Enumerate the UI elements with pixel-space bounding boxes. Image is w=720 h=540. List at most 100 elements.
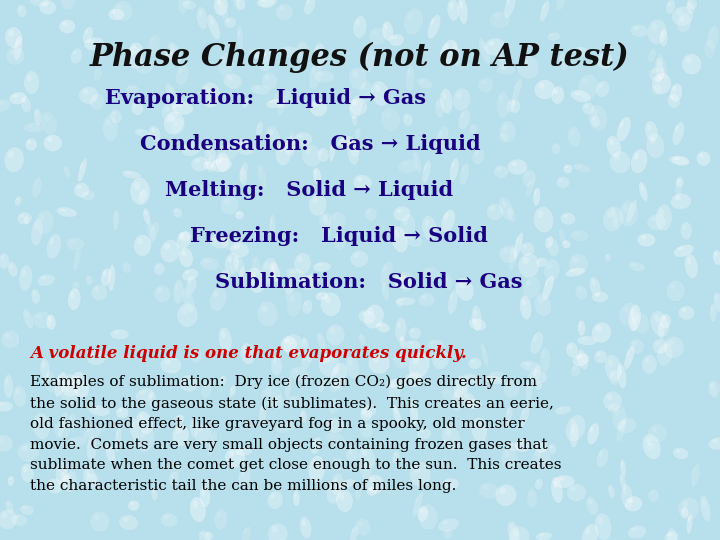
Ellipse shape [659,208,664,217]
Ellipse shape [186,275,197,294]
Ellipse shape [222,145,228,151]
Ellipse shape [140,191,143,195]
Ellipse shape [328,382,343,392]
Ellipse shape [503,380,520,399]
Ellipse shape [315,170,318,175]
Ellipse shape [362,449,367,456]
Ellipse shape [551,477,563,503]
Ellipse shape [138,130,143,133]
Ellipse shape [114,212,116,219]
Ellipse shape [61,471,64,478]
Ellipse shape [634,152,639,160]
Ellipse shape [88,39,94,43]
Ellipse shape [25,138,37,151]
Ellipse shape [287,395,305,408]
Ellipse shape [539,259,542,262]
Ellipse shape [657,61,660,68]
Ellipse shape [478,78,493,93]
Ellipse shape [149,125,161,142]
Ellipse shape [667,340,674,346]
Ellipse shape [287,338,294,345]
Ellipse shape [200,257,220,271]
Ellipse shape [217,0,229,24]
Ellipse shape [289,366,308,381]
Ellipse shape [517,56,539,79]
Ellipse shape [57,375,60,383]
Ellipse shape [352,148,355,151]
Ellipse shape [352,98,356,106]
Ellipse shape [362,464,366,469]
Ellipse shape [669,531,672,537]
Ellipse shape [528,369,547,383]
Ellipse shape [124,264,127,267]
Ellipse shape [150,394,153,400]
Ellipse shape [310,99,328,117]
Ellipse shape [160,240,181,262]
Ellipse shape [472,320,477,323]
Ellipse shape [290,134,292,143]
Ellipse shape [368,353,390,374]
Ellipse shape [461,112,464,118]
Ellipse shape [651,217,657,221]
Ellipse shape [598,517,603,525]
Ellipse shape [298,275,318,291]
Ellipse shape [19,265,32,291]
Ellipse shape [686,0,697,10]
Ellipse shape [641,185,644,191]
Ellipse shape [105,443,116,464]
Ellipse shape [285,276,293,303]
Ellipse shape [246,267,265,293]
Ellipse shape [464,399,482,409]
Ellipse shape [623,204,629,212]
Ellipse shape [375,84,380,92]
Ellipse shape [275,141,292,166]
Ellipse shape [114,330,120,334]
Ellipse shape [320,150,323,154]
Ellipse shape [64,384,70,392]
Ellipse shape [279,145,284,152]
Ellipse shape [652,339,668,354]
Ellipse shape [326,432,345,445]
Ellipse shape [240,170,243,176]
Ellipse shape [450,293,453,300]
Ellipse shape [21,96,31,113]
Ellipse shape [35,111,37,116]
Ellipse shape [257,301,278,327]
Ellipse shape [333,366,339,374]
Ellipse shape [54,372,67,397]
Ellipse shape [181,141,201,157]
Ellipse shape [474,309,477,317]
Ellipse shape [156,265,159,268]
Ellipse shape [533,364,541,383]
Ellipse shape [620,120,624,128]
Ellipse shape [520,295,531,320]
Ellipse shape [523,276,541,299]
Ellipse shape [534,367,537,373]
Ellipse shape [20,214,24,218]
Ellipse shape [266,126,280,147]
Ellipse shape [71,48,83,64]
Ellipse shape [651,23,657,31]
Ellipse shape [435,126,449,150]
Ellipse shape [484,375,505,384]
Ellipse shape [457,0,468,24]
Ellipse shape [675,195,681,200]
Ellipse shape [513,530,519,537]
Ellipse shape [661,32,664,37]
Ellipse shape [700,495,711,522]
Ellipse shape [132,421,135,428]
Ellipse shape [619,474,626,491]
Ellipse shape [553,481,557,489]
Ellipse shape [672,6,693,26]
Ellipse shape [617,417,636,434]
Ellipse shape [565,166,568,168]
Ellipse shape [618,367,621,374]
Ellipse shape [9,477,11,481]
Ellipse shape [353,16,367,38]
Ellipse shape [268,523,288,540]
Ellipse shape [287,292,302,317]
Ellipse shape [582,78,588,86]
Ellipse shape [670,284,675,289]
Ellipse shape [360,408,372,421]
Ellipse shape [437,100,440,106]
